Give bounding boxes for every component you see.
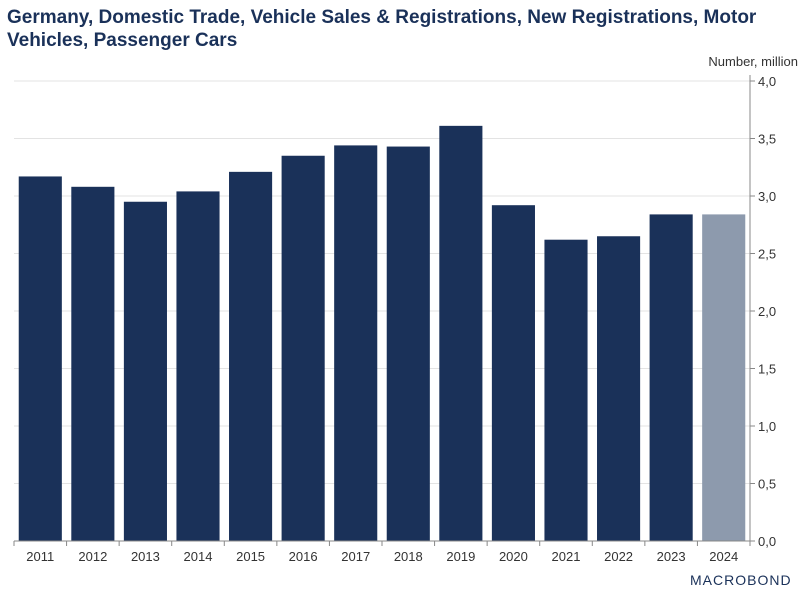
bar-2016 [281, 155, 325, 541]
bar-2018 [386, 146, 430, 542]
y-tick-label: 2,5 [758, 247, 776, 262]
axes: 0,0 0,5 1,0 1,5 2,0 2,5 3,0 3,5 4,0 2011 2012 2013 2… [13, 74, 776, 564]
y-tick-label: 0,5 [758, 477, 776, 492]
y-axis-unit-label: Number, million [708, 54, 798, 69]
bar-2024 [702, 214, 746, 541]
y-tick-label: 1,5 [758, 362, 776, 377]
x-tick-label: 2022 [604, 549, 633, 564]
macrobond-logo: MACROBOND [690, 572, 792, 588]
x-tick-label: 2012 [78, 549, 107, 564]
x-tick-label: 2014 [184, 549, 213, 564]
x-tick-label: 2016 [289, 549, 318, 564]
bars [18, 125, 746, 542]
x-tick-label: 2019 [446, 549, 475, 564]
x-tick-label: 2020 [499, 549, 528, 564]
bar-2013 [123, 201, 167, 541]
bar-2019 [439, 125, 483, 541]
x-tick-label: 2024 [709, 549, 738, 564]
bar-2017 [334, 145, 378, 541]
y-tick-label: 3,5 [758, 132, 776, 147]
y-tick-label: 2,0 [758, 304, 776, 319]
y-tick-label: 0,0 [758, 534, 776, 549]
x-tick-label: 2018 [394, 549, 423, 564]
bar-2023 [649, 214, 693, 541]
x-tick-label: 2023 [657, 549, 686, 564]
x-tick-label: 2021 [552, 549, 581, 564]
bar-2011 [18, 176, 62, 541]
y-tick-label: 3,0 [758, 189, 776, 204]
bar-2021 [544, 239, 588, 541]
bar-2014 [176, 191, 220, 541]
bar-2022 [597, 236, 641, 541]
x-tick-label: 2013 [131, 549, 160, 564]
y-tick-label: 1,0 [758, 419, 776, 434]
chart-title: Germany, Domestic Trade, Vehicle Sales &… [7, 7, 757, 51]
bar-2012 [71, 186, 115, 542]
x-tick-label: 2011 [26, 549, 54, 564]
y-tick-label: 4,0 [758, 74, 776, 89]
bar-2015 [229, 171, 273, 541]
bar-2020 [491, 205, 535, 541]
x-tick-label: 2015 [236, 549, 265, 564]
x-tick-label: 2017 [341, 549, 370, 564]
